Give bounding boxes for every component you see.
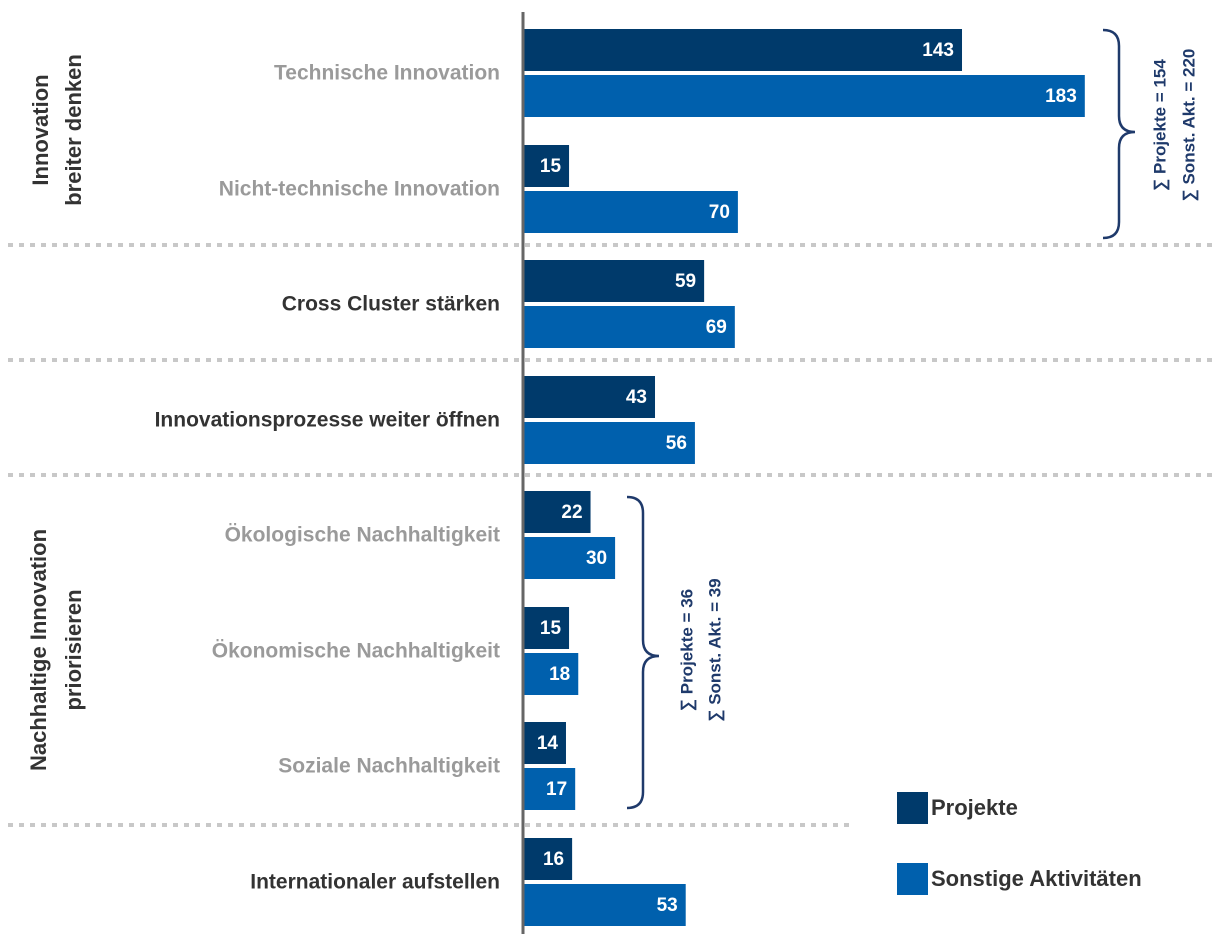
value-label: 53 bbox=[657, 895, 678, 916]
category-label: Innovationsprozesse weiter öffnen bbox=[155, 409, 500, 432]
category-label: Ökonomische Nachhaltigkeit bbox=[212, 640, 500, 663]
legend-swatch bbox=[897, 863, 928, 895]
value-label: 17 bbox=[546, 779, 567, 800]
value-label: 59 bbox=[675, 271, 696, 292]
group-label: priorisieren bbox=[61, 589, 86, 710]
value-label: 30 bbox=[586, 548, 607, 569]
group-label: Innovation bbox=[28, 74, 53, 185]
value-label: 56 bbox=[666, 433, 687, 454]
bar bbox=[523, 838, 573, 880]
annotation: ∑ Projekte = 36 bbox=[677, 589, 696, 711]
category-label: Internationaler aufstellen bbox=[250, 871, 500, 894]
brace bbox=[1102, 28, 1136, 240]
value-label: 183 bbox=[1045, 86, 1077, 107]
value-label: 15 bbox=[540, 618, 562, 639]
category-label: Ökologische Nachhaltigkeit bbox=[225, 524, 500, 547]
legend-label: Projekte bbox=[931, 795, 1018, 820]
annotation: ∑ Projekte = 154 bbox=[1150, 59, 1169, 191]
legend-label: Sonstige Aktivitäten bbox=[931, 866, 1142, 891]
value-label: 143 bbox=[922, 40, 954, 61]
bar bbox=[523, 768, 576, 810]
group-label: breiter denken bbox=[61, 54, 86, 206]
bar bbox=[523, 29, 963, 71]
value-label: 14 bbox=[537, 733, 559, 754]
value-label: 43 bbox=[626, 387, 647, 408]
value-label: 18 bbox=[549, 664, 570, 685]
bar bbox=[523, 306, 735, 348]
category-label: Technische Innovation bbox=[274, 62, 500, 85]
group-label: Nachhaltige Innovation bbox=[26, 529, 51, 771]
annotation: ∑ Sonst. Akt. = 39 bbox=[705, 578, 724, 721]
bar bbox=[523, 75, 1085, 117]
value-label: 16 bbox=[543, 849, 564, 870]
bar bbox=[523, 191, 738, 233]
separators bbox=[8, 243, 1213, 827]
category-label: Cross Cluster stärken bbox=[282, 293, 500, 316]
braces bbox=[626, 28, 1136, 810]
value-label: 69 bbox=[706, 317, 727, 338]
bar bbox=[523, 260, 705, 302]
brace bbox=[626, 495, 660, 810]
bar bbox=[523, 376, 656, 418]
value-label: 22 bbox=[561, 502, 582, 523]
bar bbox=[523, 653, 579, 695]
value-label: 70 bbox=[709, 202, 730, 223]
bar bbox=[523, 884, 686, 926]
bar bbox=[523, 145, 570, 187]
annotation: ∑ Sonst. Akt. = 220 bbox=[1179, 49, 1198, 202]
bar bbox=[523, 491, 591, 533]
category-label: Nicht-technische Innovation bbox=[219, 178, 500, 201]
bar bbox=[523, 722, 566, 764]
category-label: Soziale Nachhaltigkeit bbox=[278, 755, 500, 778]
bar bbox=[523, 537, 616, 579]
value-label: 15 bbox=[540, 156, 562, 177]
bar bbox=[523, 607, 570, 649]
bar bbox=[523, 422, 695, 464]
legend-swatch bbox=[897, 792, 928, 824]
